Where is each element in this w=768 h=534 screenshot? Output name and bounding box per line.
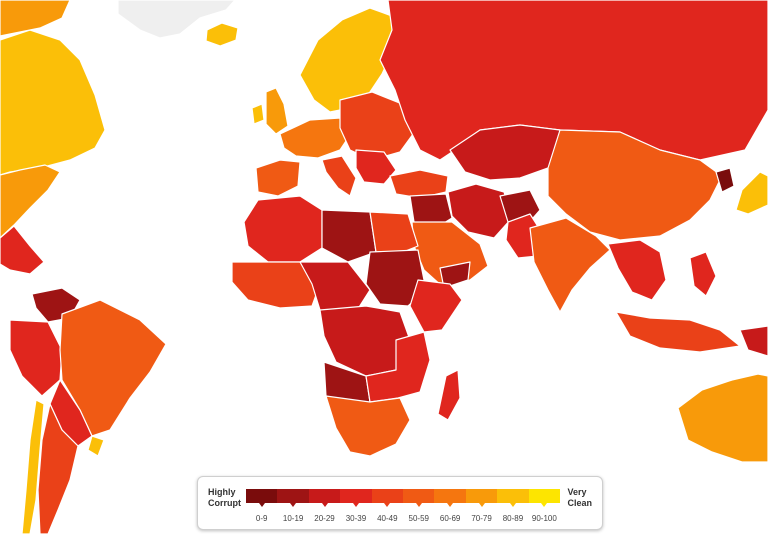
legend-corrupt-text: Corrupt [208,498,241,508]
region-japan[interactable] [735,171,768,215]
region-se-asia[interactable] [607,239,667,301]
legend-range-labels: 0-9 10-19 20-29 30-39 40-49 50-59 60-69 70-79 80… [246,514,560,523]
region-ireland[interactable] [251,103,265,125]
legend-swatch [371,489,404,507]
region-canada[interactable] [0,29,106,176]
region-png[interactable] [739,325,768,357]
legend-swatch [403,489,435,507]
legend-swatch [246,489,278,507]
region-uruguay[interactable] [87,435,105,457]
region-brazil[interactable] [59,299,167,437]
region-east-europe[interactable] [339,91,417,161]
legend-swatch [528,489,561,507]
region-iceland[interactable] [205,22,239,47]
legend-tick [415,503,422,507]
legend-tick [258,503,265,507]
legend-range-label: 10-19 [282,514,304,523]
legend-range-label: 80-89 [502,514,524,523]
region-greenland[interactable] [117,0,236,39]
region-sudan[interactable] [365,249,427,307]
region-horn-africa[interactable] [409,279,463,333]
legend-tick [541,503,548,507]
legend-tick [352,503,359,507]
legend-range-label: 40-49 [377,514,398,523]
legend-tick [478,503,485,507]
legend-range-label: 90-100 [531,514,557,523]
region-north-korea[interactable] [715,167,735,193]
legend-range-label: 0-9 [255,514,268,523]
region-egypt[interactable] [369,211,419,255]
region-mexico-caribbean[interactable] [0,225,45,275]
region-libya[interactable] [321,209,377,263]
legend-range-label: 70-79 [471,514,492,523]
legend-high-label: Very Clean [567,487,592,509]
legend-highly-text: Highly [208,487,236,497]
region-colombia-peru[interactable] [9,319,63,397]
region-iran[interactable] [447,183,513,239]
legend-clean-text: Clean [567,498,592,508]
legend-very-text: Very [567,487,587,497]
region-uk[interactable] [265,87,289,135]
region-north-africa[interactable] [243,195,323,263]
region-argentina[interactable] [37,403,79,534]
legend-swatch [277,489,309,507]
legend-tick [384,503,391,507]
region-china[interactable] [547,129,723,241]
legend-swatch [434,489,466,507]
region-southern-africa[interactable] [325,395,411,457]
legend-range-label: 30-39 [345,514,367,523]
legend-color-bar [246,489,561,507]
legend-tick [509,503,516,507]
legend-tick [290,503,297,507]
legend-range-label: 20-29 [314,514,335,523]
legend-range-label: 60-69 [439,514,461,523]
region-yemen[interactable] [439,261,471,289]
legend-tick [321,503,328,507]
region-italy[interactable] [321,155,357,197]
region-indonesia[interactable] [615,311,741,353]
region-india[interactable] [529,217,611,313]
legend-swatch [340,489,372,507]
region-balkans[interactable] [355,149,397,185]
region-west-europe[interactable] [279,117,351,159]
legend-low-label: Highly Corrupt [208,487,241,509]
region-usa[interactable] [0,164,61,239]
legend-swatch [497,489,529,507]
legend-swatch [465,489,498,507]
map-legend: Highly Corrupt 0-9 10-19 20-29 30-39 40-49 50… [197,476,603,530]
region-alaska[interactable] [0,0,71,37]
region-philippines[interactable] [689,251,717,297]
legend-range-label: 50-59 [408,514,429,523]
region-chile[interactable] [21,399,45,534]
region-madagascar[interactable] [437,369,461,421]
region-iberia[interactable] [255,159,301,197]
legend-swatch [308,489,341,507]
region-turkey[interactable] [389,169,449,199]
legend-tick [447,503,454,507]
region-australia[interactable] [677,373,768,463]
